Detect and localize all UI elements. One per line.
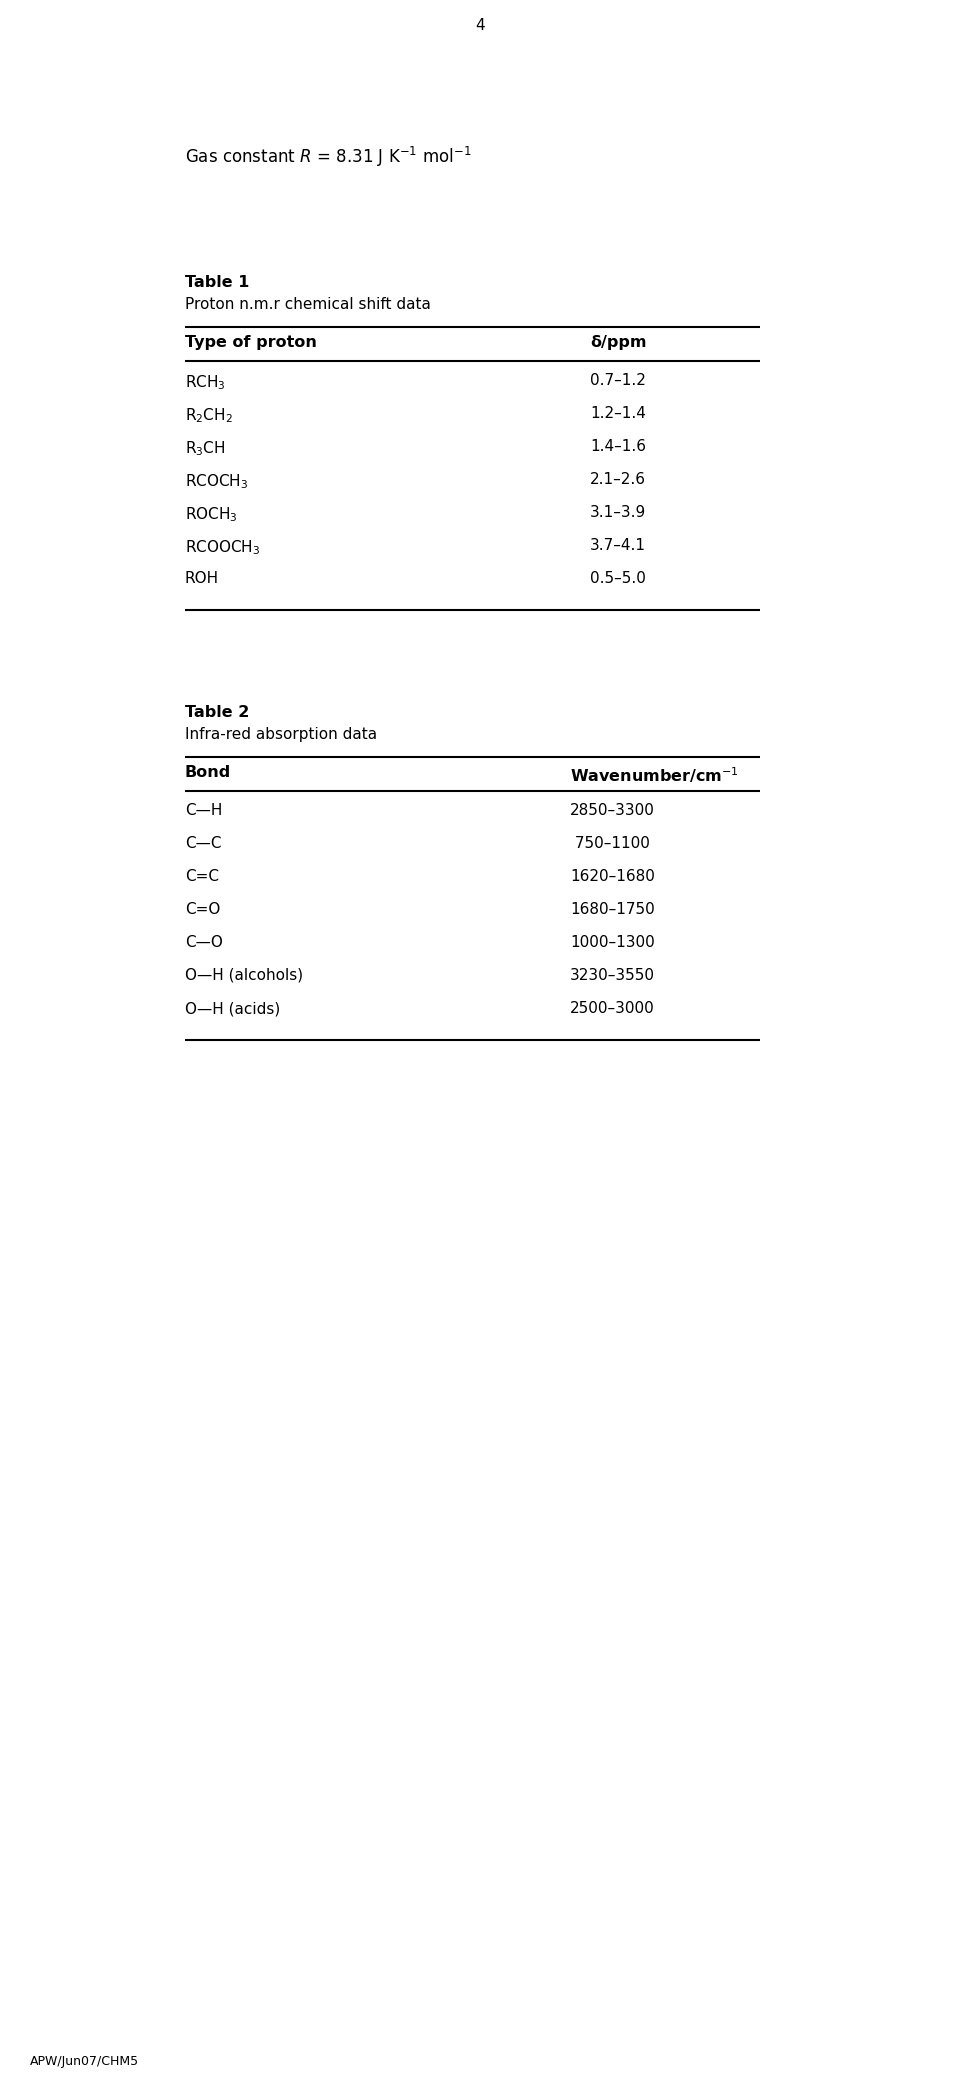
- Text: C—O: C—O: [185, 935, 223, 949]
- Text: 2850–3300: 2850–3300: [570, 804, 655, 818]
- Text: 3.1–3.9: 3.1–3.9: [590, 506, 646, 520]
- Text: R$_3$CH: R$_3$CH: [185, 439, 226, 458]
- Text: 2500–3000: 2500–3000: [570, 1001, 655, 1016]
- Text: Proton n.m.r chemical shift data: Proton n.m.r chemical shift data: [185, 298, 431, 312]
- Text: 0.5–5.0: 0.5–5.0: [590, 570, 646, 585]
- Text: Table 1: Table 1: [185, 275, 250, 289]
- Text: O—H (alcohols): O—H (alcohols): [185, 968, 303, 983]
- Text: O—H (acids): O—H (acids): [185, 1001, 280, 1016]
- Text: C—H: C—H: [185, 804, 223, 818]
- Text: 1620–1680: 1620–1680: [570, 868, 655, 885]
- Text: C=C: C=C: [185, 868, 219, 885]
- Text: 1.4–1.6: 1.4–1.6: [590, 439, 646, 454]
- Text: 1000–1300: 1000–1300: [570, 935, 655, 949]
- Text: 750–1100: 750–1100: [570, 837, 650, 852]
- Text: 0.7–1.2: 0.7–1.2: [590, 373, 646, 387]
- Text: C—C: C—C: [185, 837, 222, 852]
- Text: APW/Jun07/CHM5: APW/Jun07/CHM5: [30, 2055, 139, 2067]
- Text: Type of proton: Type of proton: [185, 335, 317, 350]
- Text: Gas constant $R$ = 8.31 J K$^{-1}$ mol$^{-1}$: Gas constant $R$ = 8.31 J K$^{-1}$ mol$^…: [185, 146, 471, 169]
- Text: Wavenumber/cm$^{-1}$: Wavenumber/cm$^{-1}$: [570, 764, 739, 785]
- Text: 1680–1750: 1680–1750: [570, 902, 655, 916]
- Text: 3.7–4.1: 3.7–4.1: [590, 537, 646, 554]
- Text: RCH$_3$: RCH$_3$: [185, 373, 226, 391]
- Text: R$_2$CH$_2$: R$_2$CH$_2$: [185, 406, 233, 425]
- Text: RCOCH$_3$: RCOCH$_3$: [185, 473, 249, 491]
- Text: 1.2–1.4: 1.2–1.4: [590, 406, 646, 421]
- Text: ROH: ROH: [185, 570, 219, 585]
- Text: ROCH$_3$: ROCH$_3$: [185, 506, 238, 525]
- Text: RCOOCH$_3$: RCOOCH$_3$: [185, 537, 260, 556]
- Text: δ/ppm: δ/ppm: [590, 335, 646, 350]
- Text: Infra-red absorption data: Infra-red absorption data: [185, 727, 377, 741]
- Text: 4: 4: [475, 19, 485, 33]
- Text: 3230–3550: 3230–3550: [570, 968, 655, 983]
- Text: C=O: C=O: [185, 902, 221, 916]
- Text: 2.1–2.6: 2.1–2.6: [590, 473, 646, 487]
- Text: Bond: Bond: [185, 764, 231, 781]
- Text: Table 2: Table 2: [185, 706, 250, 720]
